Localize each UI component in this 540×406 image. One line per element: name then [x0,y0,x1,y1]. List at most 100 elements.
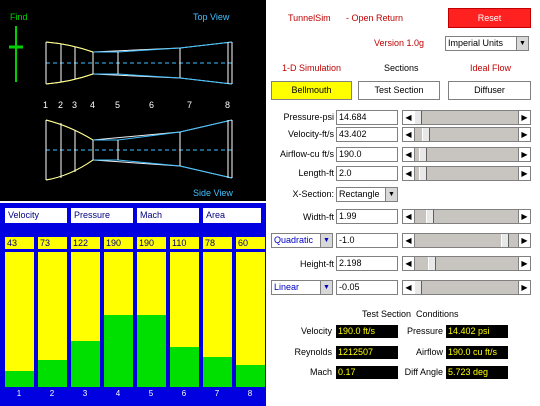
slider-thumb[interactable] [418,167,427,180]
station-bar-fill [170,346,199,387]
header-area-button[interactable]: Area [203,208,261,223]
station-bar-label: 8 [247,389,253,398]
station-bar-panel: Velocity Pressure Mach Area 43 1 73 2 122 3 19… [0,203,266,406]
slider-thumb[interactable] [414,281,422,294]
width-mod-select-value: Quadratic [274,235,314,245]
units-select-value: Imperial Units [448,38,504,48]
right-arrow-icon[interactable]: ▶ [518,128,530,141]
height-label: Height-ft [299,259,334,269]
station-bar-fill [71,341,100,387]
xsection-select[interactable]: Rectangle ▼ [336,187,398,202]
station-label: 3 [72,100,78,110]
simulation-mode-label[interactable]: 1-D Simulation [282,63,342,73]
station-label: 5 [115,100,121,110]
right-arrow-icon[interactable]: ▶ [518,257,530,270]
units-select[interactable]: Imperial Units ▼ [445,36,529,51]
right-arrow-icon[interactable]: ▶ [518,210,530,223]
station-bar [38,252,67,387]
station-label: 7 [187,100,193,110]
slider-thumb[interactable] [425,210,434,223]
chevron-down-icon: ▼ [516,37,528,50]
flow-mode-label[interactable]: Ideal Flow [470,63,512,73]
station-bar-label: 2 [49,389,55,398]
velocity-output: 190.0 ft/s [336,325,398,338]
slider-thumb[interactable] [414,111,422,124]
top-view-bellmouth-lower [45,73,94,85]
station-bar [5,252,34,387]
station-value-cell: 43 [5,237,34,249]
pressure-output: 14.402 psi [446,325,508,338]
param-input[interactable]: 2.0 [336,166,398,181]
width-mod-input[interactable]: -1.0 [336,233,398,248]
header-velocity-button[interactable]: Velocity [5,208,67,223]
chevron-down-icon: ▼ [385,188,397,201]
station-bar-label: 4 [115,389,121,398]
station-bar-label: 6 [181,389,187,398]
tab-bellmouth[interactable]: Bellmouth [271,81,352,100]
width-slider[interactable]: ◀ ▶ [402,209,531,224]
left-arrow-icon[interactable]: ◀ [403,234,415,247]
height-slider[interactable]: ◀ ▶ [402,256,531,271]
header-pressure-button[interactable]: Pressure [71,208,133,223]
station-value-cell: 190 [104,237,133,249]
left-arrow-icon[interactable]: ◀ [403,257,415,270]
param-slider[interactable]: ◀ ▶ [402,166,531,181]
right-arrow-icon[interactable]: ▶ [518,111,530,124]
app-subtitle: - Open Return [346,13,404,23]
height-mod-slider[interactable]: ◀ ▶ [402,280,531,295]
station-bar-fill [5,370,34,387]
diffangle-out-label: Diff Angle [404,367,443,377]
width-input[interactable]: 1.99 [336,209,398,224]
station-bar-label: 7 [214,389,220,398]
tunnel-view-canvas[interactable]: Find Top View Side View [0,0,266,201]
width-mod-select[interactable]: Quadratic ▼ [271,233,333,248]
find-label[interactable]: Find [10,12,28,22]
station-value-cell: 60 [236,237,265,249]
pressure-out-label: Pressure [406,326,443,336]
header-mach-button[interactable]: Mach [137,208,199,223]
param-label: Pressure-psi [283,112,334,122]
slider-thumb[interactable] [501,234,510,247]
height-mod-select[interactable]: Linear ▼ [271,280,333,295]
left-arrow-icon[interactable]: ◀ [403,210,415,223]
slider-thumb[interactable] [418,148,427,161]
station-label: 6 [149,100,155,110]
tab-test-section[interactable]: Test Section [358,81,440,100]
param-label: Velocity-ft/s [287,129,334,139]
station-bar-label: 5 [148,389,154,398]
station-bar-fill [137,315,166,387]
airflow-out-label: Airflow [415,347,443,357]
right-arrow-icon[interactable]: ▶ [518,148,530,161]
tab-diffuser[interactable]: Diffuser [448,81,531,100]
width-mod-slider[interactable]: ◀ ▶ [402,233,531,248]
param-input[interactable]: 43.402 [336,127,398,142]
param-slider[interactable]: ◀ ▶ [402,147,531,162]
slider-thumb[interactable] [427,257,436,270]
mach-output: 0.17 [336,366,398,379]
right-arrow-icon[interactable]: ▶ [518,281,530,294]
station-value-cell: 122 [71,237,100,249]
left-arrow-icon[interactable]: ◀ [403,167,415,180]
side-view-outline-lower [45,159,233,181]
right-arrow-icon[interactable]: ▶ [518,167,530,180]
reset-button[interactable]: Reset [448,8,531,28]
param-input[interactable]: 14.684 [336,110,398,125]
height-mod-input[interactable]: -0.05 [336,280,398,295]
slider-thumb[interactable] [421,128,430,141]
airflow-output: 190.0 cu ft/s [446,346,508,359]
left-arrow-icon[interactable]: ◀ [403,128,415,141]
param-slider[interactable]: ◀ ▶ [402,127,531,142]
top-view-diffuser-lower [93,73,233,85]
station-value-cell: 73 [38,237,67,249]
left-arrow-icon[interactable]: ◀ [403,148,415,161]
station-value-cell: 110 [170,237,199,249]
param-input[interactable]: 190.0 [336,147,398,162]
right-arrow-icon[interactable]: ▶ [518,234,530,247]
width-label: Width-ft [302,212,334,222]
station-bar [236,252,265,387]
param-slider[interactable]: ◀ ▶ [402,110,531,125]
top-view-bellmouth-upper [45,41,94,53]
height-input[interactable]: 2.198 [336,256,398,271]
app-title: TunnelSim [288,13,331,23]
station-bar-label: 3 [82,389,88,398]
